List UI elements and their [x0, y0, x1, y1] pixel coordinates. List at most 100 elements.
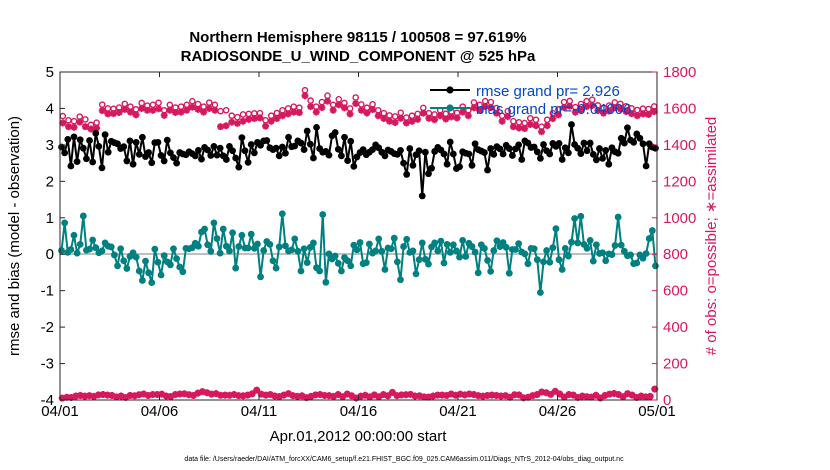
bias-point — [378, 247, 386, 255]
obs-assimilated-marker — [566, 102, 574, 110]
bias-point — [257, 273, 264, 281]
rmse-point — [101, 131, 109, 139]
obs-possible-marker — [132, 106, 140, 113]
obs-low-assimilated-marker — [565, 391, 573, 399]
bias-point — [278, 210, 286, 218]
bias-point — [611, 242, 619, 249]
rmse-point — [418, 192, 426, 200]
obs-possible-marker — [397, 109, 405, 117]
obs-assimilated-marker — [481, 103, 489, 111]
obs-low-assimilated-marker — [474, 392, 482, 400]
rmse-point — [325, 151, 333, 159]
rmse-point — [425, 170, 432, 178]
rmse-point — [61, 149, 69, 157]
rmse-point — [599, 154, 606, 162]
obs-assimilated-marker — [301, 92, 309, 100]
bias-point — [418, 239, 426, 247]
rmse-point — [247, 141, 255, 148]
obs-assimilated-marker — [104, 110, 112, 118]
obs-low-assimilated-marker — [176, 390, 184, 398]
obs-low-assimilated-marker — [135, 391, 143, 399]
obs-possible-marker — [70, 117, 78, 125]
rmse-point — [409, 161, 417, 169]
rmse-point — [589, 150, 597, 158]
bias-point — [540, 258, 547, 266]
bias-point — [484, 257, 491, 264]
obs-assimilated-series — [59, 92, 658, 136]
obs-low-assimilated-marker — [271, 392, 279, 400]
y-left-tick-label: 1 — [46, 210, 54, 227]
obs-low-assimilated-marker — [465, 390, 473, 398]
obs-assimilated-marker — [385, 117, 393, 125]
obs-count-low-series — [58, 385, 659, 402]
bias-point — [219, 225, 227, 233]
obs-assimilated-marker — [222, 122, 230, 130]
obs-low-assimilated-marker — [126, 391, 134, 399]
obs-possible-marker — [115, 104, 123, 111]
obs-low-assimilated-marker — [379, 391, 387, 399]
rmse-point — [216, 144, 224, 152]
rmse-point — [540, 141, 547, 148]
rmse-point — [592, 156, 600, 164]
obs-possible-marker — [622, 102, 630, 110]
rmse-point — [334, 145, 342, 153]
y-axis-right-label: # of obs: o=possible; ∗=assimilated — [703, 117, 720, 356]
rmse-point — [297, 139, 305, 147]
obs-low-assimilated-marker — [289, 392, 297, 400]
obs-low-assimilated-marker — [198, 388, 206, 396]
obs-assimilated-marker — [346, 110, 354, 118]
rmse-point — [126, 137, 134, 145]
rmse-point — [344, 157, 352, 164]
obs-possible-marker — [87, 121, 95, 129]
obs-possible-marker — [538, 123, 545, 130]
bias-point — [303, 259, 311, 267]
obs-assimilated-marker — [442, 115, 450, 123]
bias-point — [415, 256, 423, 264]
rmse-point — [170, 154, 177, 162]
rmse-point — [98, 164, 106, 172]
obs-low-assimilated-marker — [63, 393, 71, 401]
bias-point — [627, 251, 634, 259]
obs-assimilated-marker — [352, 100, 360, 108]
obs-possible-marker — [329, 101, 337, 109]
obs-low-assimilated-marker — [248, 390, 256, 398]
rmse-point — [173, 159, 181, 167]
obs-low-assimilated-marker — [375, 393, 383, 401]
y-left-tick-label: 4 — [46, 100, 54, 117]
obs-low-assimilated-marker — [384, 392, 392, 400]
obs-possible-marker — [267, 112, 275, 120]
obs-low-assimilated-marker — [235, 392, 243, 400]
y-right-tick-label: 1200 — [663, 173, 696, 190]
obs-possible-marker — [543, 116, 551, 124]
obs-possible-marker — [127, 103, 134, 110]
obs-low-assimilated-marker — [583, 393, 591, 401]
obs-low-assimilated-marker — [208, 390, 216, 398]
rmse-point — [135, 150, 143, 158]
rmse-point — [148, 159, 156, 167]
rmse-point — [285, 133, 292, 141]
rmse-point — [145, 149, 153, 156]
rmse-point — [303, 127, 311, 135]
bias-point — [325, 250, 333, 258]
rmse-point — [359, 146, 367, 154]
obs-low-assimilated-marker — [407, 390, 415, 398]
obs-assimilated-marker — [307, 103, 315, 111]
obs-low-assimilated-marker — [393, 392, 401, 400]
obs-low-assimilated-marker — [330, 392, 338, 400]
bias-point — [111, 251, 118, 259]
obs-low-assimilated-marker — [81, 392, 89, 400]
obs-assimilated-marker — [205, 104, 213, 112]
obs-assimilated-marker — [633, 112, 641, 120]
rmse-point — [630, 138, 638, 146]
rmse-point — [490, 150, 498, 158]
obs-assimilated-marker — [453, 114, 461, 122]
legend: rmse grand pr= 2.926 bias grand pr=-0.04… — [430, 83, 632, 118]
rmse-point — [263, 137, 271, 144]
obs-possible-marker — [594, 102, 602, 109]
obs-low-assimilated-marker — [226, 391, 234, 399]
obs-low-assimilated-marker — [212, 390, 220, 398]
rmse-point — [129, 160, 137, 168]
y-left-tick-label: -3 — [41, 356, 54, 373]
bias-series — [58, 210, 659, 296]
obs-possible-marker — [566, 97, 574, 105]
